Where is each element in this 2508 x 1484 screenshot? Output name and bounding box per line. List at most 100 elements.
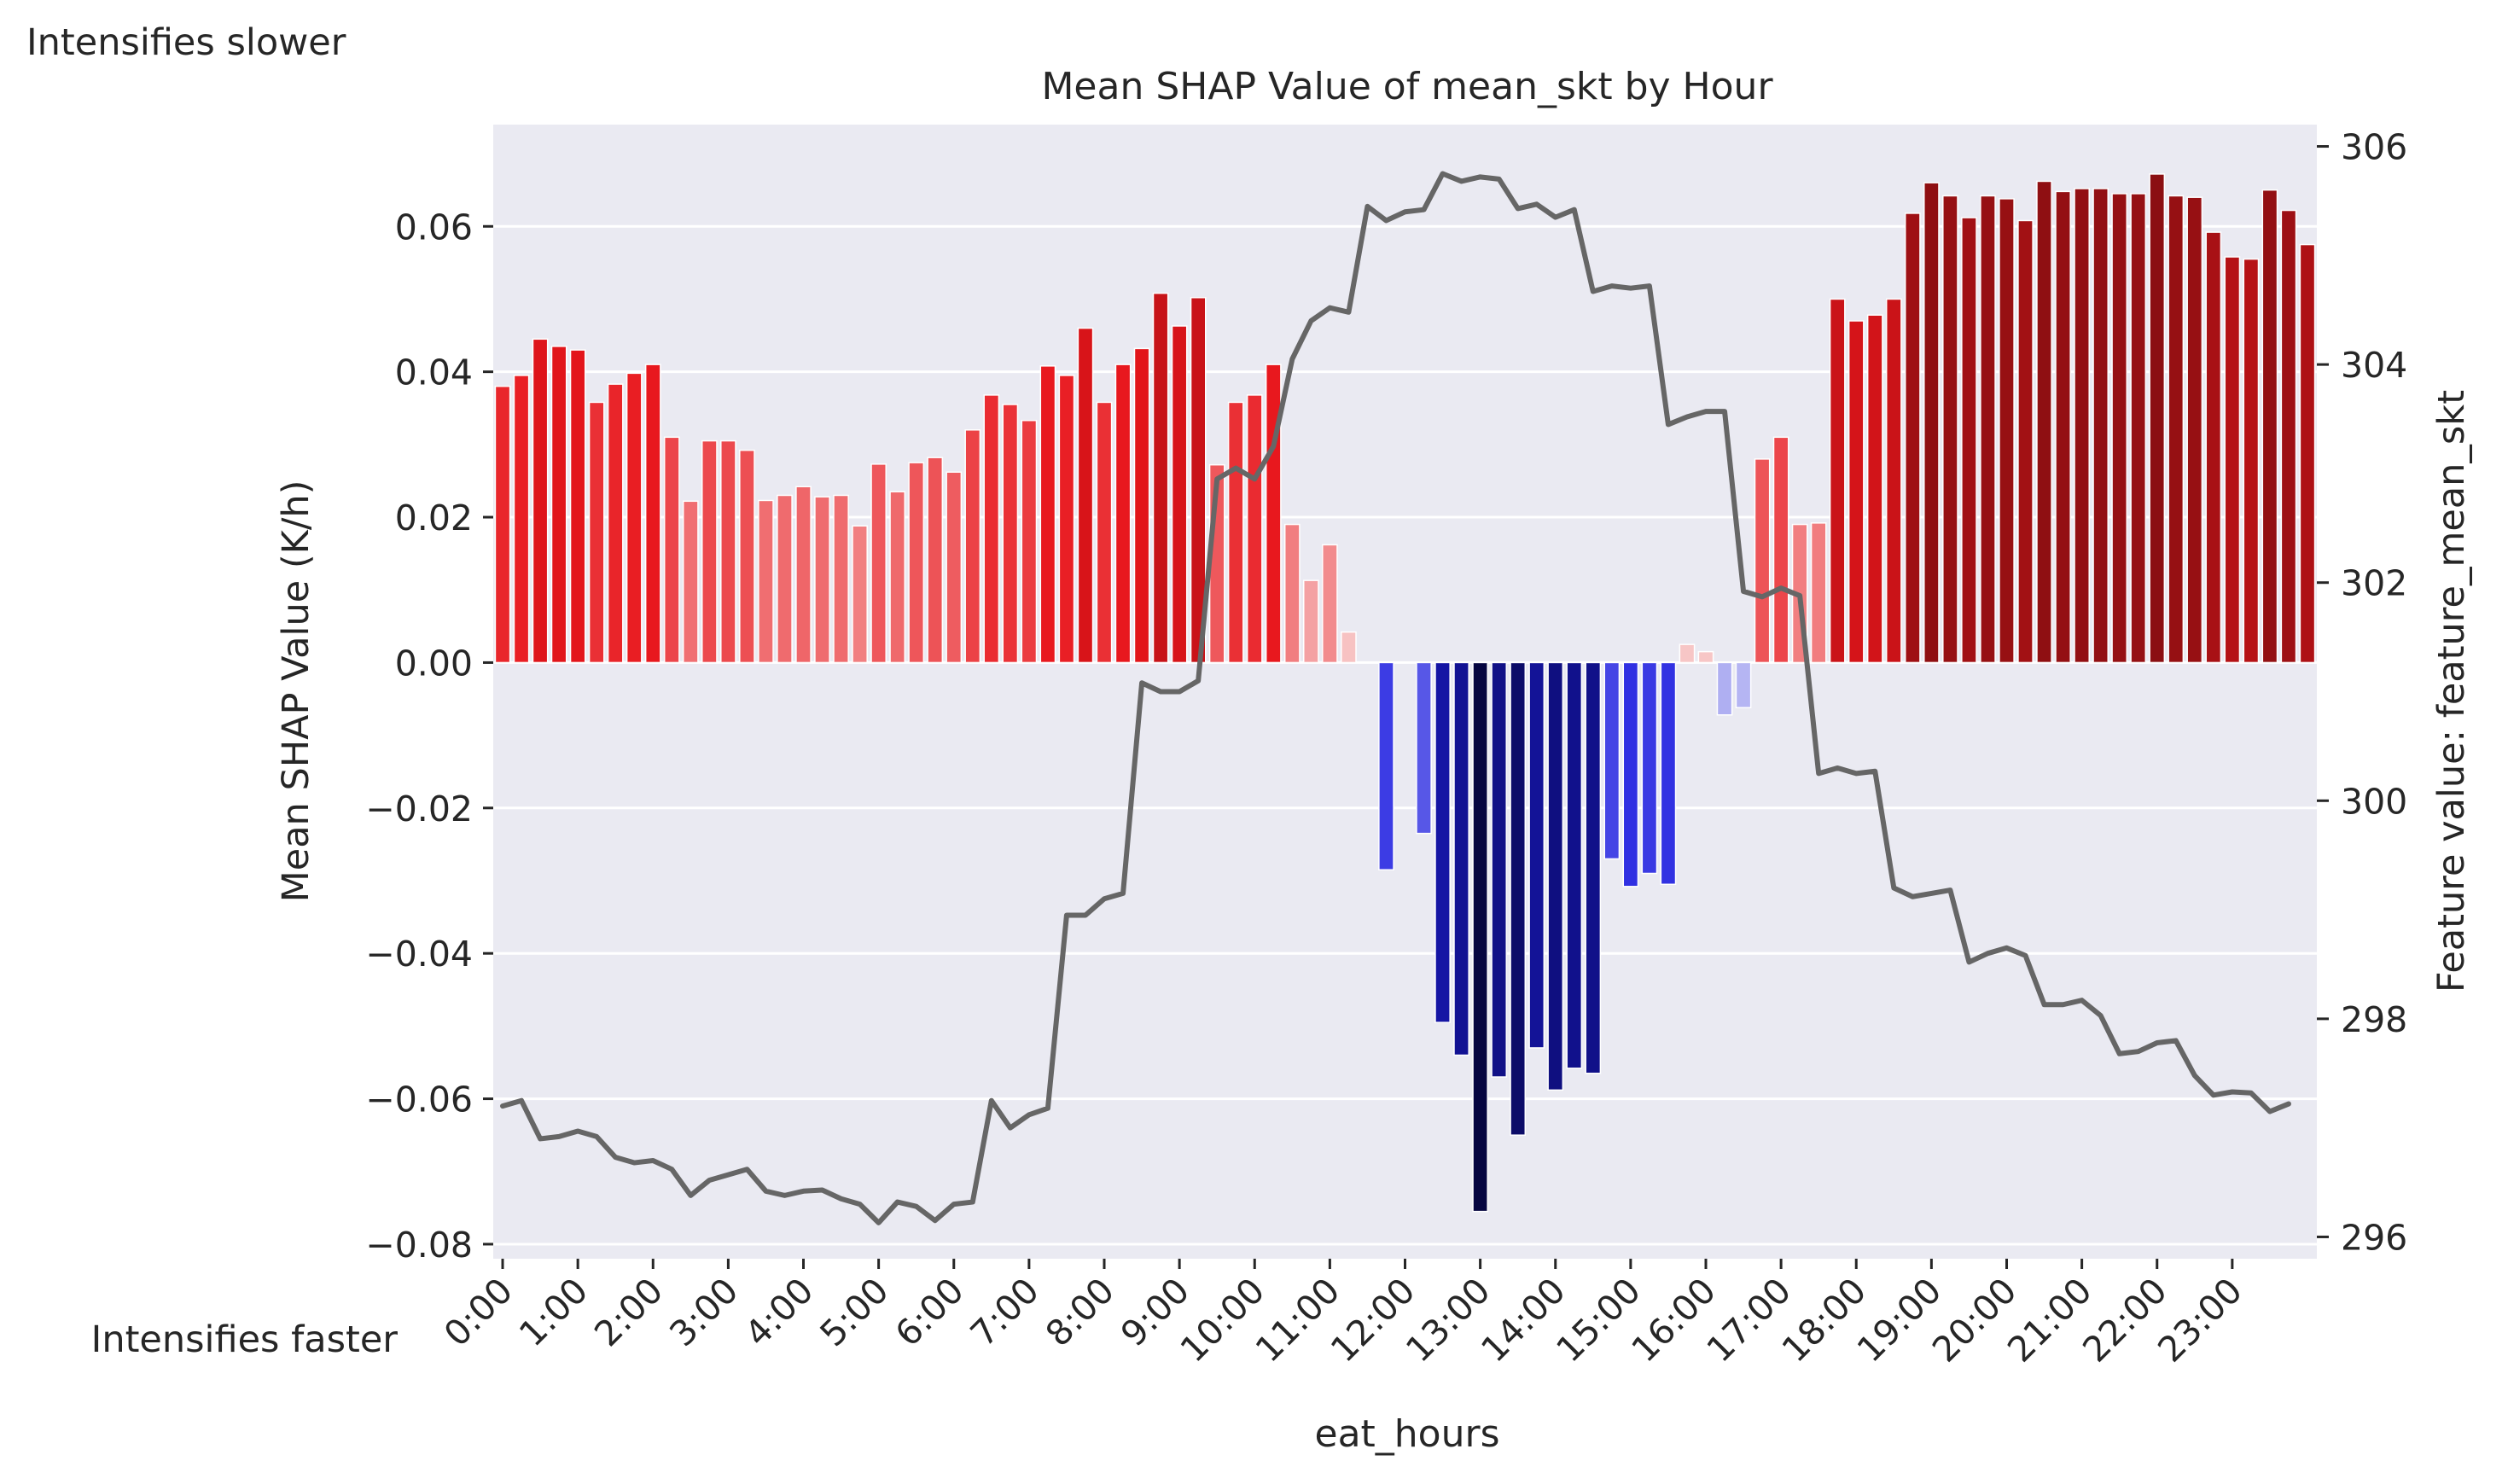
bar (1528, 661, 1545, 1049)
chart-title: Mean SHAP Value of mean_skt by Hour (1041, 65, 1773, 108)
y-tick-label: −0.08 (365, 1225, 473, 1266)
y-tick-label: −0.02 (365, 789, 473, 829)
y2-tick-label: 300 (2341, 781, 2407, 822)
bar-series (494, 173, 2316, 1213)
x-tick-label: 1:00 (511, 1270, 596, 1354)
bar (701, 439, 718, 664)
bar (1566, 661, 1583, 1069)
bar (2055, 190, 2071, 664)
bar (927, 457, 944, 664)
bar (1246, 394, 1263, 664)
bar (1641, 661, 1658, 875)
bar (1866, 314, 1883, 664)
y-tick-label: 0.00 (395, 643, 473, 684)
line-series (500, 171, 2291, 1225)
bar (1772, 436, 1789, 664)
bar (1453, 661, 1469, 1056)
x-tick-label: 17:00 (1699, 1270, 1799, 1370)
y-tick-label: 0.06 (395, 207, 473, 247)
x-tick-label: 3:00 (661, 1270, 746, 1354)
x-tick-label: 13:00 (1398, 1270, 1498, 1370)
bar (1923, 182, 1940, 664)
bar (983, 394, 1000, 664)
left-y-axis: 0.06 0.04 0.02 0.00 −0.02 −0.04 −0.06 −0.08 (365, 207, 493, 1266)
bar (2111, 193, 2128, 664)
annotation-top-left: Intensifies slower (26, 21, 346, 64)
x-tick-label: 7:00 (963, 1270, 1047, 1354)
x-tick-label: 8:00 (1038, 1270, 1122, 1354)
bar (1472, 661, 1488, 1213)
bar (2168, 195, 2185, 664)
bar (663, 436, 680, 664)
bar (758, 499, 774, 664)
bar (1660, 661, 1677, 886)
bar (513, 375, 530, 664)
y2-tick-label: 306 (2341, 127, 2407, 168)
x-tick-label: 6:00 (887, 1270, 972, 1354)
bar (644, 364, 661, 664)
bar (607, 383, 624, 664)
y-tick-label: −0.04 (365, 934, 473, 975)
bar (2186, 196, 2203, 664)
x-tick-label: 11:00 (1248, 1270, 1347, 1370)
x-axis: 0:001:002:003:004:005:006:007:008:009:00… (436, 1259, 2250, 1371)
bar (1697, 650, 1714, 664)
x-tick-label: 2:00 (586, 1270, 671, 1354)
bar (1227, 401, 1244, 664)
bar (946, 471, 963, 664)
right-y-axis: 306 304 302 300 298 296 (2317, 127, 2407, 1258)
bar (1829, 298, 1846, 664)
bar (1133, 347, 1150, 664)
bar (852, 525, 868, 664)
bar (1378, 661, 1394, 870)
bar (550, 346, 567, 664)
bar (2224, 256, 2241, 664)
bar (1961, 217, 1977, 664)
bar (1735, 661, 1752, 708)
x-tick-label: 15:00 (1548, 1270, 1648, 1370)
bar (1679, 643, 1696, 664)
y2-tick-label: 298 (2341, 999, 2407, 1040)
bar (870, 463, 887, 664)
bar (1077, 327, 1094, 664)
bar (588, 401, 605, 664)
x-tick-label: 14:00 (1473, 1270, 1573, 1370)
bar (1303, 579, 1319, 664)
bar (2243, 258, 2260, 664)
bar (777, 494, 793, 664)
y2-axis-label: Feature value: feature_mean_skt (2430, 390, 2473, 992)
bar (1002, 404, 1019, 664)
x-tick-label: 18:00 (1774, 1270, 1874, 1370)
x-tick-label: 4:00 (737, 1270, 822, 1354)
x-tick-label: 22:00 (2074, 1270, 2174, 1370)
bar (1942, 195, 1958, 664)
bar (1547, 661, 1564, 1091)
x-tick-label: 12:00 (1323, 1270, 1423, 1370)
x-tick-label: 23:00 (2150, 1270, 2249, 1370)
x-tick-label: 5:00 (812, 1270, 897, 1354)
bar (2299, 243, 2316, 664)
bar (569, 349, 586, 664)
bar (626, 372, 643, 664)
bar (1716, 661, 1733, 716)
bar (1021, 419, 1038, 664)
feature-line (500, 171, 2291, 1225)
y-tick-label: 0.02 (395, 498, 473, 538)
bar (2280, 209, 2297, 664)
bar (1434, 661, 1451, 1023)
bar (889, 491, 906, 664)
bar (1058, 375, 1075, 664)
bar (2261, 189, 2278, 664)
y-axis-label: Mean SHAP Value (K/h) (275, 480, 317, 903)
bar (1416, 661, 1432, 835)
bar (964, 429, 981, 664)
y-tick-label: −0.06 (365, 1080, 473, 1120)
bar (1980, 195, 1996, 664)
bar (1322, 544, 1338, 664)
bar (2149, 173, 2166, 664)
bar (1171, 325, 1188, 664)
bar (1885, 298, 1902, 664)
bar (2092, 188, 2109, 664)
y-tick-label: 0.04 (395, 352, 473, 393)
bar (1848, 320, 1865, 664)
